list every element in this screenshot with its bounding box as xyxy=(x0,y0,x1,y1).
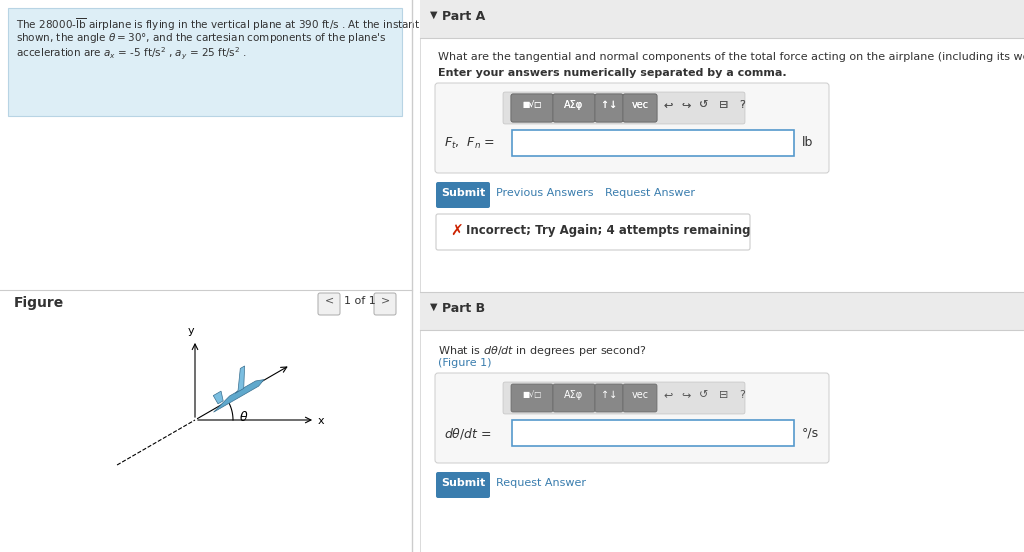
Polygon shape xyxy=(213,391,223,404)
Text: ↩: ↩ xyxy=(663,390,673,400)
Text: Request Answer: Request Answer xyxy=(496,478,586,488)
FancyBboxPatch shape xyxy=(623,94,657,122)
FancyBboxPatch shape xyxy=(595,94,623,122)
Bar xyxy=(512,420,794,446)
Text: $\theta$: $\theta$ xyxy=(239,410,249,424)
Text: Part B: Part B xyxy=(442,302,485,315)
Text: lb: lb xyxy=(802,136,813,149)
Text: $F_t$,  $F_n$ =: $F_t$, $F_n$ = xyxy=(444,136,496,151)
FancyBboxPatch shape xyxy=(435,83,829,173)
Text: ↪: ↪ xyxy=(681,100,690,110)
Text: ↑↓: ↑↓ xyxy=(601,100,617,110)
Bar xyxy=(420,292,1024,330)
Text: Previous Answers: Previous Answers xyxy=(496,188,594,198)
Text: ↑↓: ↑↓ xyxy=(601,100,617,110)
Text: vec: vec xyxy=(632,390,648,400)
Text: Figure: Figure xyxy=(14,296,65,310)
FancyBboxPatch shape xyxy=(595,384,623,412)
Bar xyxy=(0,0,412,552)
Text: ✗: ✗ xyxy=(450,224,463,239)
FancyBboxPatch shape xyxy=(436,214,750,250)
Text: ↪: ↪ xyxy=(681,100,690,110)
Text: AΣφ: AΣφ xyxy=(564,100,584,110)
FancyBboxPatch shape xyxy=(436,182,490,208)
FancyBboxPatch shape xyxy=(435,373,829,463)
FancyBboxPatch shape xyxy=(511,384,553,412)
Text: shown, the angle $\theta = 30°$, and the cartesian components of the plane's: shown, the angle $\theta = 30°$, and the… xyxy=(16,31,386,45)
Text: x: x xyxy=(318,416,325,426)
Bar xyxy=(420,0,1024,38)
Text: AΣφ: AΣφ xyxy=(564,100,584,110)
Text: ▼: ▼ xyxy=(430,302,437,312)
Text: ■√□: ■√□ xyxy=(522,390,542,399)
Text: ↪: ↪ xyxy=(681,390,690,400)
FancyBboxPatch shape xyxy=(511,94,553,122)
Text: The 28000-$\overline{\rm lb}$ airplane is flying in the vertical plane at 390 ft: The 28000-$\overline{\rm lb}$ airplane i… xyxy=(16,16,421,33)
FancyBboxPatch shape xyxy=(511,94,553,122)
Text: ■√□: ■√□ xyxy=(522,100,542,109)
FancyBboxPatch shape xyxy=(595,94,623,122)
Text: What are the tangential and normal components of the total force acting on the a: What are the tangential and normal compo… xyxy=(438,52,1024,62)
Text: What is $d\theta/dt$ in degrees per second?: What is $d\theta/dt$ in degrees per seco… xyxy=(438,344,647,358)
Text: ⊟: ⊟ xyxy=(719,390,728,400)
Text: ⊟: ⊟ xyxy=(719,100,728,110)
Text: y: y xyxy=(187,326,195,336)
Text: AΣφ: AΣφ xyxy=(564,390,584,400)
Text: 1 of 1: 1 of 1 xyxy=(344,296,376,306)
Text: ↺: ↺ xyxy=(699,390,709,400)
Text: ↺: ↺ xyxy=(699,100,709,110)
FancyBboxPatch shape xyxy=(436,472,490,498)
Text: (Figure 1): (Figure 1) xyxy=(438,358,492,368)
Text: vec: vec xyxy=(632,100,648,110)
FancyBboxPatch shape xyxy=(553,94,595,122)
Polygon shape xyxy=(214,380,264,412)
FancyBboxPatch shape xyxy=(623,384,657,412)
Text: vec: vec xyxy=(632,100,648,110)
Text: ⊟: ⊟ xyxy=(719,100,728,110)
Text: ?: ? xyxy=(739,100,744,110)
Bar xyxy=(8,8,402,116)
Text: >: > xyxy=(380,295,389,305)
Text: ■√□: ■√□ xyxy=(522,100,542,109)
Text: ↩: ↩ xyxy=(663,100,673,110)
FancyBboxPatch shape xyxy=(553,384,595,412)
Bar xyxy=(420,0,1024,552)
Text: Part A: Part A xyxy=(442,10,485,23)
Text: Incorrect; Try Again; 4 attempts remaining: Incorrect; Try Again; 4 attempts remaini… xyxy=(466,224,751,237)
Text: <: < xyxy=(325,295,334,305)
Text: ?: ? xyxy=(739,390,744,400)
Text: ↺: ↺ xyxy=(699,100,709,110)
Text: Submit: Submit xyxy=(441,478,485,488)
FancyBboxPatch shape xyxy=(623,94,657,122)
Text: ?: ? xyxy=(739,100,744,110)
Text: Request Answer: Request Answer xyxy=(605,188,695,198)
Text: $d\theta/dt$ =: $d\theta/dt$ = xyxy=(444,426,492,441)
FancyBboxPatch shape xyxy=(318,293,340,315)
Polygon shape xyxy=(236,366,245,394)
Text: Enter your answers numerically separated by a comma.: Enter your answers numerically separated… xyxy=(438,68,786,78)
Text: ▼: ▼ xyxy=(430,10,437,20)
Text: ↑↓: ↑↓ xyxy=(601,390,617,400)
FancyBboxPatch shape xyxy=(503,92,745,124)
Bar xyxy=(512,130,794,156)
Text: °/s: °/s xyxy=(802,426,819,439)
Text: acceleration are $a_x$ = -5 ft$/$s$^2$ , $a_y$ = 25 ft$/$s$^2$ .: acceleration are $a_x$ = -5 ft$/$s$^2$ ,… xyxy=(16,46,247,62)
FancyBboxPatch shape xyxy=(503,382,745,414)
FancyBboxPatch shape xyxy=(374,293,396,315)
FancyBboxPatch shape xyxy=(553,94,595,122)
Text: Submit: Submit xyxy=(441,188,485,198)
Text: ↩: ↩ xyxy=(663,100,673,110)
